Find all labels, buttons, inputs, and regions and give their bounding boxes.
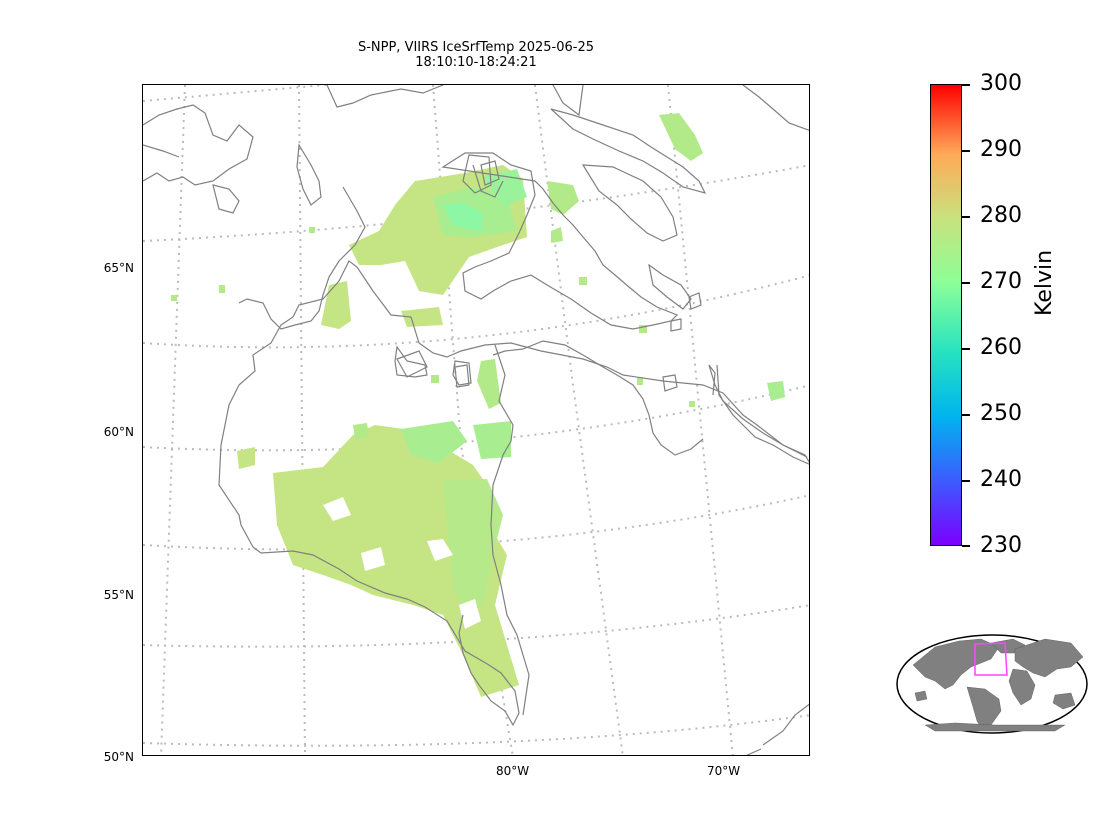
lon-label-70w: 70°W: [707, 764, 741, 778]
colorbar-tick-label: 230: [980, 533, 1022, 558]
lat-label-60: 60°N: [103, 425, 134, 439]
title-line-2: 18:10:10-18:24:21: [415, 55, 537, 70]
ice-temperature-data: [171, 113, 785, 697]
coastlines: [143, 85, 809, 755]
globe-extent-box: [974, 642, 1008, 676]
colorbar-tick-label: 290: [980, 137, 1022, 162]
colorbar-tick: [962, 545, 970, 547]
colorbar-tick-label: 280: [980, 203, 1022, 228]
colorbar-tick: [962, 84, 970, 86]
lat-label-65: 65°N: [103, 261, 134, 275]
colorbar-tick: [962, 216, 970, 218]
title-line-1: S-NPP, VIIRS IceSrfTemp 2025-06-25: [357, 40, 595, 55]
colorbar-tick: [962, 348, 970, 350]
map-canvas: [143, 85, 809, 755]
colorbar-tick: [962, 282, 970, 284]
colorbar-tick-label: 260: [980, 335, 1022, 360]
colorbar-tick: [962, 150, 970, 152]
colorbar-tick-label: 250: [980, 401, 1022, 426]
lat-label-50: 50°N: [103, 750, 134, 764]
colorbar-unit-label: Kelvin: [1032, 249, 1057, 316]
lon-label-80w: 80°W: [496, 764, 530, 778]
colorbar: [930, 84, 962, 546]
map-panel: [142, 84, 810, 756]
globe-inset: [895, 633, 1089, 739]
lat-label-55: 55°N: [103, 588, 134, 602]
globe-land: [912, 638, 1084, 732]
colorbar-tick-label: 300: [980, 71, 1022, 96]
colorbar-tick: [962, 480, 970, 482]
colorbar-tick-label: 240: [980, 467, 1022, 492]
colorbar-tick: [962, 414, 970, 416]
colorbar-tick-label: 270: [980, 269, 1022, 294]
plot-title: S-NPP, VIIRS IceSrfTemp 2025-06-25 18:10…: [300, 40, 652, 70]
